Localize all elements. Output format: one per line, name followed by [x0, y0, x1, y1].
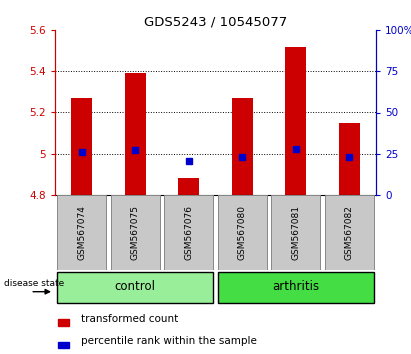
Bar — [339, 123, 360, 195]
Bar — [71, 98, 92, 195]
Title: GDS5243 / 10545077: GDS5243 / 10545077 — [144, 16, 287, 29]
Text: GSM567075: GSM567075 — [131, 205, 140, 260]
Bar — [111, 195, 160, 270]
Bar — [57, 272, 213, 303]
Bar — [325, 195, 374, 270]
Bar — [58, 319, 69, 326]
Bar — [164, 195, 213, 270]
Text: percentile rank within the sample: percentile rank within the sample — [81, 336, 256, 346]
Text: disease state: disease state — [5, 279, 65, 288]
Bar — [285, 46, 307, 195]
Bar — [218, 195, 267, 270]
Text: GSM567076: GSM567076 — [184, 205, 193, 260]
Text: GSM567080: GSM567080 — [238, 205, 247, 260]
Bar — [231, 98, 253, 195]
Bar — [218, 272, 374, 303]
Bar — [58, 342, 69, 348]
Text: GSM567081: GSM567081 — [291, 205, 300, 260]
Bar — [178, 178, 199, 195]
Bar — [57, 195, 106, 270]
Text: control: control — [115, 280, 156, 293]
Text: GSM567082: GSM567082 — [345, 205, 354, 260]
Bar — [271, 195, 320, 270]
Text: transformed count: transformed count — [81, 314, 178, 324]
Text: GSM567074: GSM567074 — [77, 205, 86, 260]
Bar — [125, 73, 146, 195]
Text: arthritis: arthritis — [272, 280, 319, 293]
